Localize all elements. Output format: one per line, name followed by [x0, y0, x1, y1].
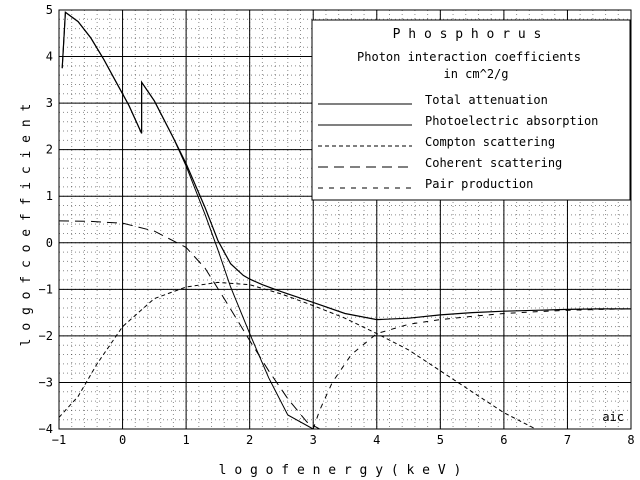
plot-frame — [58, 9, 632, 430]
chart-subtitle-line2: in cm^2/g — [443, 67, 508, 81]
y-tick-label: −1 — [39, 282, 53, 296]
y-tick-label: 3 — [46, 96, 53, 110]
series-layer — [58, 11, 632, 430]
x-tick-labels: −1 0 1 2 3 4 5 6 7 8 — [52, 433, 635, 447]
series-line-compton-scattering — [58, 281, 536, 430]
x-tick-label: 3 — [310, 433, 317, 447]
chart-title: P h o s p h o r u s — [393, 27, 542, 42]
legend-label: Coherent scattering — [425, 156, 562, 170]
legend-label: Total attenuation — [425, 93, 548, 107]
x-tick-label: 1 — [182, 433, 189, 447]
chart-subtitle-line1: Photon interaction coefficients — [357, 50, 581, 64]
x-tick-label: 7 — [564, 433, 571, 447]
x-axis-title: l o g o f e n e r g y ( k e V ) — [219, 463, 462, 478]
y-tick-label: 5 — [46, 3, 53, 17]
x-tick-label: 0 — [119, 433, 126, 447]
x-tick-label: 6 — [500, 433, 507, 447]
legend-label: Pair production — [425, 177, 533, 191]
legend-entries: Total attenuation Photoelectric absorptio… — [318, 93, 598, 191]
x-tick-label: 4 — [373, 433, 380, 447]
y-tick-label: 1 — [46, 189, 53, 203]
x-tick-label: −1 — [52, 433, 66, 447]
series-line-pair-production — [312, 308, 632, 430]
y-tick-label: −3 — [39, 375, 53, 389]
series-line-coherent-scattering — [58, 220, 320, 430]
y-tick-label: −4 — [39, 422, 53, 436]
x-tick-label: 2 — [246, 433, 253, 447]
x-tick-label: 5 — [437, 433, 444, 447]
series-line-photoelectric-absorption — [61, 11, 314, 430]
y-tick-label: 4 — [46, 50, 53, 64]
y-tick-label: 2 — [46, 143, 53, 157]
legend: P h o s p h o r u s Photon interaction c… — [311, 19, 631, 201]
y-tick-labels: −4 −3 −2 −1 0 1 2 3 4 5 — [39, 3, 53, 436]
legend-label: Compton scattering — [425, 135, 555, 149]
annotation-aic: aic — [602, 410, 624, 424]
y-axis-title: l o g o f c o e f f i c i e n t — [19, 104, 34, 347]
y-tick-label: −2 — [39, 329, 53, 343]
x-tick-label: 8 — [627, 433, 634, 447]
y-tick-label: 0 — [46, 236, 53, 250]
legend-label: Photoelectric absorption — [425, 114, 598, 128]
legend-box — [311, 19, 631, 201]
